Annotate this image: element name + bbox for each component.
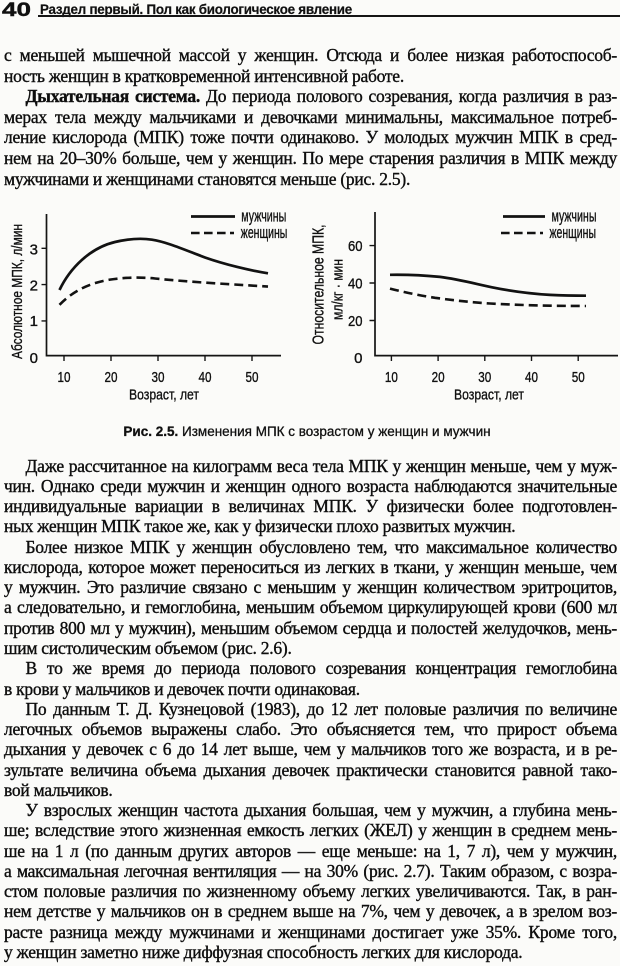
svg-text:Относительное МПК,: Относительное МПК, (311, 225, 328, 345)
svg-text:20: 20 (432, 369, 445, 386)
svg-text:мужчины: мужчины (552, 208, 597, 226)
svg-text:0: 0 (354, 350, 362, 367)
svg-text:женщины: женщины (550, 224, 597, 242)
svg-text:40: 40 (525, 369, 538, 386)
svg-text:3: 3 (30, 242, 38, 259)
svg-text:женщины: женщины (241, 224, 287, 242)
svg-text:10: 10 (58, 369, 71, 386)
svg-text:30: 30 (478, 369, 491, 386)
svg-text:40: 40 (199, 369, 212, 386)
svg-text:Абсолютное МПК, л/мин: Абсолютное МПК, л/мин (9, 224, 26, 359)
svg-text:мл/кг · мин: мл/кг · мин (330, 259, 347, 320)
svg-text:10: 10 (385, 369, 398, 386)
svg-text:40: 40 (348, 275, 363, 292)
svg-text:20: 20 (348, 313, 363, 330)
svg-text:20: 20 (105, 369, 118, 386)
svg-text:Возраст, лет: Возраст, лет (454, 387, 524, 404)
svg-text:50: 50 (246, 369, 259, 386)
svg-text:50: 50 (572, 369, 585, 386)
svg-text:0: 0 (30, 350, 38, 367)
svg-text:60: 60 (348, 238, 363, 255)
svg-text:2: 2 (30, 277, 38, 294)
svg-text:мужчины: мужчины (241, 208, 286, 226)
svg-text:1: 1 (30, 313, 38, 330)
svg-text:30: 30 (152, 369, 165, 386)
svg-text:Возраст, лет: Возраст, лет (129, 387, 199, 404)
